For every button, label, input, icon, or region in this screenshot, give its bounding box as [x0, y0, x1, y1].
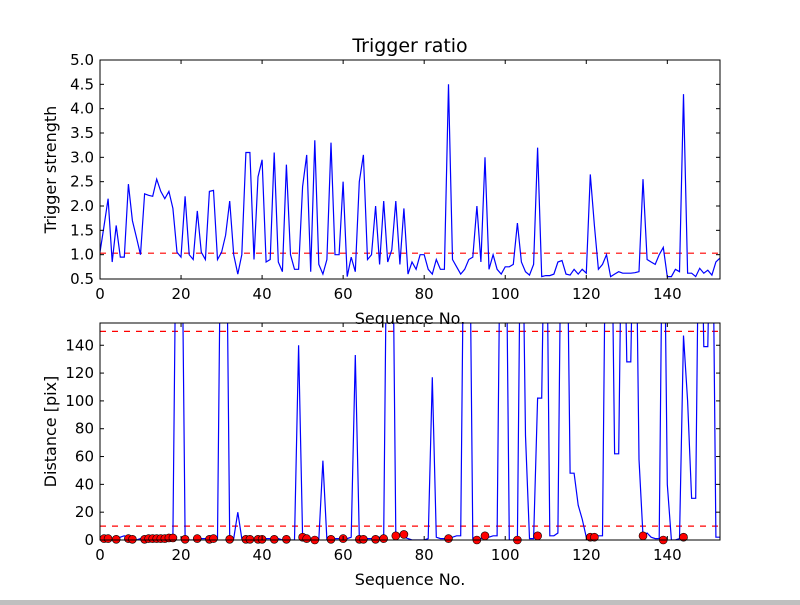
x-tick-label: 0	[95, 546, 105, 564]
marker-point	[180, 535, 190, 544]
y-tick-label: 3.5	[70, 124, 94, 142]
marker-point	[225, 535, 234, 544]
x-axis-label: Sequence No.	[355, 309, 466, 328]
x-tick-label: 20	[171, 546, 190, 564]
y-tick-label: 40	[75, 475, 94, 493]
subplot-2: 0 20 40 60 80 100 120 140 0 20 40 60 80 100 120 140 Sequ…	[41, 322, 721, 589]
x-tick-label: 80	[415, 546, 434, 564]
x-tick-label: 0	[95, 285, 105, 303]
y-tick-label: 0.5	[70, 270, 94, 288]
series-line-trigger-strength	[100, 84, 720, 278]
marker-point	[168, 533, 178, 543]
y-axis-label: Distance [pix]	[41, 376, 60, 488]
marker-point	[326, 535, 336, 544]
y-tick-label: 5.0	[70, 51, 94, 69]
marker-point	[245, 535, 255, 544]
marker-point	[302, 534, 311, 543]
marker-point	[679, 532, 688, 542]
marker-point	[590, 532, 599, 542]
marker-point	[399, 530, 409, 539]
x-tick-label: 20	[171, 285, 190, 303]
axes-frame	[99, 59, 721, 280]
y-tick-label: 100	[65, 392, 94, 410]
marker-point	[391, 531, 401, 541]
y-tick-label: 140	[65, 336, 94, 354]
marker-point	[192, 534, 202, 543]
y-tick-label: 2.0	[70, 197, 94, 215]
marker-point	[371, 535, 380, 544]
x-tick-label: 40	[253, 285, 272, 303]
x-tick-label: 60	[334, 285, 353, 303]
y-tick-label: 120	[65, 364, 94, 382]
marker-point	[269, 535, 279, 544]
x-axis-label: Sequence No.	[355, 570, 466, 589]
subplot-1: 0 20 40 60 80 100 120 140 0.5 1.0 1.5 2.0 2.5 3.0 3.5 4…	[41, 35, 721, 328]
y-tick-label: 4.5	[70, 75, 94, 93]
x-tick-label: 120	[572, 285, 601, 303]
x-tick-label: 60	[334, 546, 353, 564]
x-tick-label: 140	[653, 285, 682, 303]
y-tick-label: 1.0	[70, 246, 94, 264]
y-tick-label: 60	[75, 448, 94, 466]
marker-point	[480, 531, 490, 541]
marker-point	[533, 531, 542, 541]
marker-point	[638, 531, 648, 541]
series-line-distance	[100, 323, 720, 540]
x-tick-label: 120	[572, 546, 601, 564]
y-tick-label: 80	[75, 420, 94, 438]
marker-point	[103, 534, 113, 543]
y-axis-label: Trigger strength	[41, 106, 60, 235]
marker-point	[128, 535, 137, 544]
y-tick-label: 20	[75, 503, 94, 521]
marker-point	[209, 534, 218, 543]
y-tick-label: 4.0	[70, 100, 94, 118]
marker-point	[444, 534, 453, 543]
marker-point	[111, 535, 121, 544]
axes-frame	[99, 322, 721, 541]
marker-point	[359, 535, 368, 544]
x-tick-label: 100	[491, 285, 520, 303]
y-tick-label: 0	[84, 531, 94, 549]
marker-point	[379, 534, 388, 543]
y-tick-label: 2.5	[70, 173, 94, 191]
x-tick-label: 40	[253, 546, 272, 564]
x-tick-label: 80	[415, 285, 434, 303]
marker-point	[282, 535, 291, 544]
x-tick-label: 140	[653, 546, 682, 564]
y-tick-label: 1.5	[70, 221, 94, 239]
x-tick-label: 100	[491, 546, 520, 564]
y-tick-label: 3.0	[70, 148, 94, 166]
chart-title: Trigger ratio	[351, 35, 467, 57]
